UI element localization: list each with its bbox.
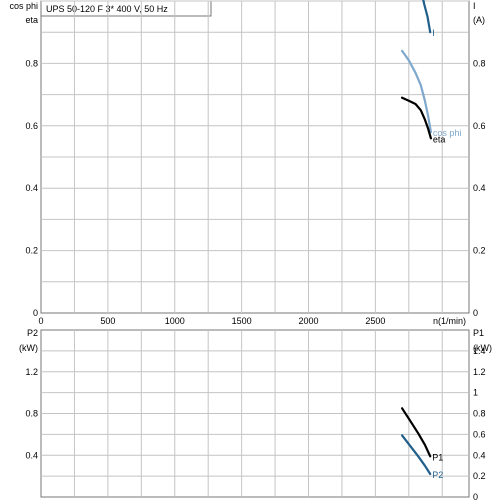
lower-right-axis-label-2: (kW) [473,343,492,353]
left-y-tick-label: 0.2 [25,246,38,256]
left-y-tick-label: 0.8 [25,409,38,419]
upper-left-axis-label-1: cos phi [9,1,38,11]
left-y-tick-label: 0.4 [25,183,38,193]
chart-title: UPS 50-120 F 3* 400 V, 50 Hz [46,4,168,14]
curve-p1 [401,407,432,458]
grid-layer [41,0,469,497]
left-y-tick-label: 1.2 [25,367,38,377]
lower-left-axis-label-2: (kW) [19,343,38,353]
x-axis-label: n(1/min) [433,316,466,326]
curve-label-cos-phi: cos phi [433,128,462,138]
left-y-tick-label: 0.8 [25,58,38,68]
curves [401,0,432,476]
right-y-tick-label: 0.2 [473,471,486,481]
x-tick-label: 500 [100,316,115,326]
upper-right-axis-label-2: (A) [473,15,485,25]
x-tick-label: 2000 [298,316,318,326]
x-tick-label: 1000 [165,316,185,326]
right-y-tick-label: 0.6 [473,429,486,439]
curve-label-eta: eta [433,134,446,144]
lower-left-axis-label-1: P2 [27,328,38,338]
lower-right-axis-label-1: P1 [473,328,484,338]
upper-right-axis-label-1: I [473,1,476,11]
tick-labels: 0 0.2 0.4 0.6 0.8 0 0.2 0.4 0.6 0.8 0 500 1000 1500 20… [25,58,485,500]
curve-label-i: I [432,28,435,38]
right-y-tick-label: 0.4 [473,183,486,193]
left-y-tick-label: 0 [33,308,38,318]
right-y-tick-label: 0 [473,308,478,318]
right-y-tick-label: 0.8 [473,58,486,68]
x-tick-label: 2500 [365,316,385,326]
curve-eta [401,96,432,140]
left-y-tick-label: 0.6 [25,121,38,131]
upper-left-axis-label-2: eta [25,15,38,25]
right-y-tick-label: 0.6 [473,121,486,131]
curve-i [422,0,432,34]
right-y-tick-label: 0.2 [473,246,486,256]
curve-label-p1: P1 [432,452,443,462]
right-y-tick-label: 0 [473,492,478,500]
x-tick-label: 0 [38,316,43,326]
left-y-tick-label: 0.4 [25,450,38,460]
curve-label-p2: P2 [432,470,443,480]
right-y-tick-label: 1.2 [473,367,486,377]
curve-cos-phi [401,49,432,134]
right-y-tick-label: 1 [473,388,478,398]
right-y-tick-label: 1.4 [473,346,486,356]
right-y-tick-label: 0.8 [473,409,486,419]
x-tick-label: 1500 [232,316,252,326]
right-y-tick-label: 0.4 [473,450,486,460]
curve-p2 [401,434,432,476]
